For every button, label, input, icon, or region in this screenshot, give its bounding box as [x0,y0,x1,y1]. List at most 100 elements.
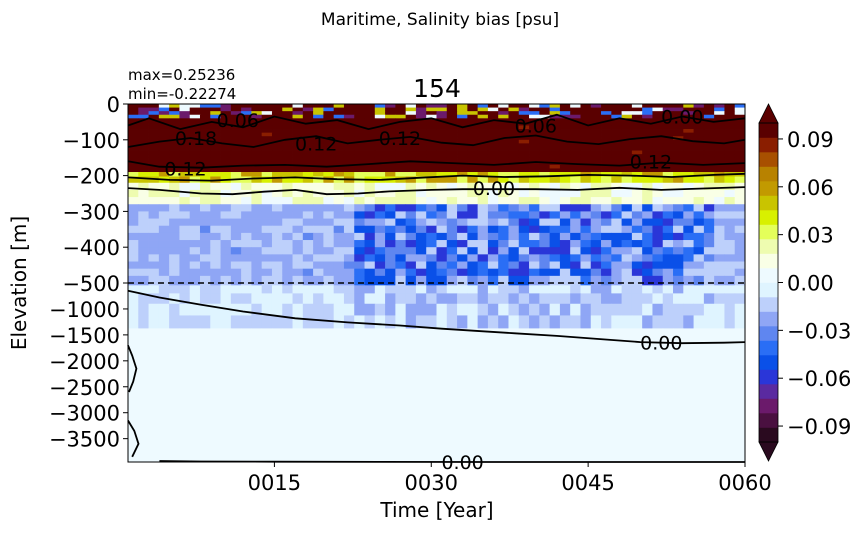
heatmap-cell [385,154,396,159]
heatmap-cell [395,104,407,108]
heatmap-cell [220,225,232,234]
heatmap-cell [529,139,540,144]
heatmap-cell [487,328,499,349]
heatmap-cell [487,211,499,219]
heatmap-cell [415,275,427,286]
heatmap-cell [179,146,191,151]
heatmap-cell [539,347,551,375]
heatmap-cell [549,146,561,151]
heatmap-cell [477,449,489,463]
heatmap-cell [415,315,427,329]
heatmap-cell [703,293,715,305]
heatmap-cell [580,114,592,119]
heatmap-cell [138,303,149,316]
heatmap-cell [518,373,530,401]
heatmap-cell [158,125,170,130]
heatmap-cell [590,218,602,227]
heatmap-cell [662,132,674,137]
heatmap-cell [189,121,201,126]
heatmap-cell [529,399,540,427]
heatmap-cell [662,449,674,463]
heatmap-cell [343,240,355,248]
heatmap-cell [549,182,561,191]
heatmap-cell [529,182,540,191]
heatmap-cell [405,240,417,248]
heatmap-cell [220,373,232,401]
heatmap-cell [189,118,201,123]
heatmap-cell [508,399,520,427]
heatmap-cell [333,328,345,349]
heatmap-cell [395,146,407,151]
heatmap-cell [395,176,407,184]
heatmap-cell [169,373,180,401]
heatmap-cell [673,232,684,241]
heatmap-cell [313,129,324,134]
heatmap-cell [354,285,365,294]
heatmap-cell [703,114,715,119]
heatmap-cell [385,125,396,130]
heatmap-cell [477,168,489,173]
heatmap-cell [446,211,458,219]
heatmap-cell [282,247,293,255]
heatmap-cell [179,197,191,205]
contour-label: 0.12 [379,128,421,150]
heatmap-cell [467,164,479,169]
colorbar-segment [759,123,778,138]
heatmap-cell [241,449,252,463]
heatmap-cell [580,164,592,169]
heatmap-cell [601,285,612,294]
heatmap-cell [405,168,417,173]
heatmap-cell [457,197,468,205]
heatmap-cell [673,176,684,184]
heatmap-cell [364,449,376,463]
heatmap-cell [189,157,201,162]
heatmap-cell [426,125,437,130]
heatmap-cell [631,373,643,401]
heatmap-cell [189,146,201,151]
heatmap-cell [271,261,283,270]
heatmap-cell [621,293,633,305]
heatmap-cell [230,154,242,159]
heatmap-cell [487,111,499,116]
heatmap-cell [539,275,551,286]
heatmap-cell [539,157,551,162]
heatmap-cell [549,157,561,162]
heatmap-cell [271,189,283,198]
heatmap-cell [539,232,551,241]
heatmap-cell [693,111,705,116]
heatmap-cell [508,275,520,286]
heatmap-cell [508,285,520,294]
heatmap-cell [138,146,149,151]
heatmap-cell [385,232,396,241]
heatmap-cell [477,261,489,270]
heatmap-cell [282,315,293,329]
heatmap-cell [642,146,653,151]
heatmap-cell [230,168,242,173]
colorbar: 0.090.060.030.00−0.03−0.06−0.09 [758,103,851,462]
heatmap-cell [169,197,180,205]
heatmap-cell [518,136,530,141]
heatmap-cell [374,425,386,450]
heatmap-cell [271,218,283,227]
heatmap-cell [426,197,437,205]
heatmap-cell [354,225,365,234]
heatmap-cell [179,104,191,108]
heatmap-cell [302,132,314,137]
heatmap-cell [703,399,715,427]
heatmap-cell [673,168,684,173]
heatmap-cell [477,104,489,108]
heatmap-cell [210,225,221,234]
heatmap-cell [323,157,335,162]
heatmap-cell [734,146,746,151]
heatmap-cell [518,150,530,155]
heatmap-cell [220,182,232,191]
heatmap-cell [302,232,314,241]
contour-label: 0.12 [630,151,672,173]
heatmap-cell [724,168,736,173]
heatmap-cell [559,157,571,162]
heatmap-cell [128,157,139,162]
heatmap-cell [477,211,489,219]
heatmap-cell [179,161,191,166]
heatmap-cell [703,157,715,162]
heatmap-cell [673,197,684,205]
